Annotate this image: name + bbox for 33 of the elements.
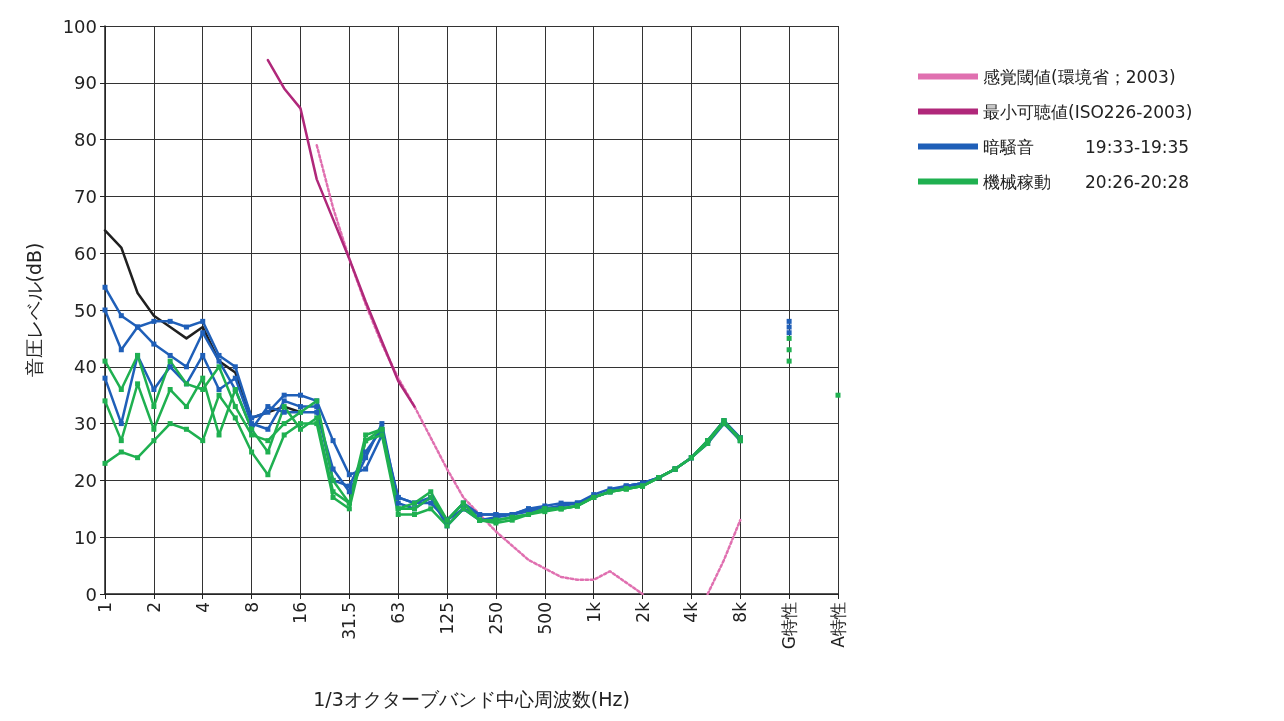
- y-tick-label: 10: [74, 526, 97, 548]
- x-tick-label: 8: [241, 602, 262, 613]
- x-tick-label: 125: [437, 602, 458, 635]
- x-tick-label: 2k: [632, 601, 653, 623]
- y-tick-label: 60: [74, 242, 97, 264]
- x-tick-label: 8k: [730, 601, 751, 623]
- x-tick-label: 2: [143, 602, 164, 613]
- y-tick-label: 20: [74, 469, 97, 491]
- x-tick-label: 16: [290, 602, 311, 624]
- y-axis-title: 音圧レベル(dB): [22, 242, 45, 378]
- legend-label: 感覚閾値(環境省；2003): [983, 66, 1176, 87]
- x-tick-label: 1: [95, 602, 115, 613]
- y-tick-label: 40: [74, 356, 97, 378]
- x-tick-label: 1k: [583, 601, 604, 623]
- x-tick-label: 4: [192, 602, 213, 613]
- x-tick-label: 31.5: [339, 602, 360, 640]
- y-tick-label: 0: [85, 583, 97, 605]
- x-tick-label: 63: [388, 602, 409, 624]
- x-tick-label: 500: [534, 602, 555, 635]
- legend-label: 暗騒音 19:33-19:35: [983, 136, 1190, 157]
- y-tick-label: 90: [74, 72, 97, 94]
- y-tick-label: 80: [74, 129, 97, 151]
- x-tick-label: A特性: [828, 602, 848, 648]
- y-tick-label: 30: [74, 413, 97, 435]
- x-tick-label: G特性: [779, 602, 800, 650]
- x-tick-label: 4k: [681, 601, 702, 623]
- legend-label: 最小可聴値(ISO226-2003): [983, 101, 1193, 122]
- y-tick-label: 70: [74, 185, 97, 207]
- x-axis-title: 1/3オクターブバンド中心周波数(Hz): [313, 687, 630, 710]
- x-tick-label: 250: [485, 602, 506, 635]
- y-tick-label: 50: [74, 299, 97, 321]
- legend-label: 機械稼動 20:26-20:28: [983, 171, 1190, 192]
- y-tick-label: 100: [62, 15, 97, 37]
